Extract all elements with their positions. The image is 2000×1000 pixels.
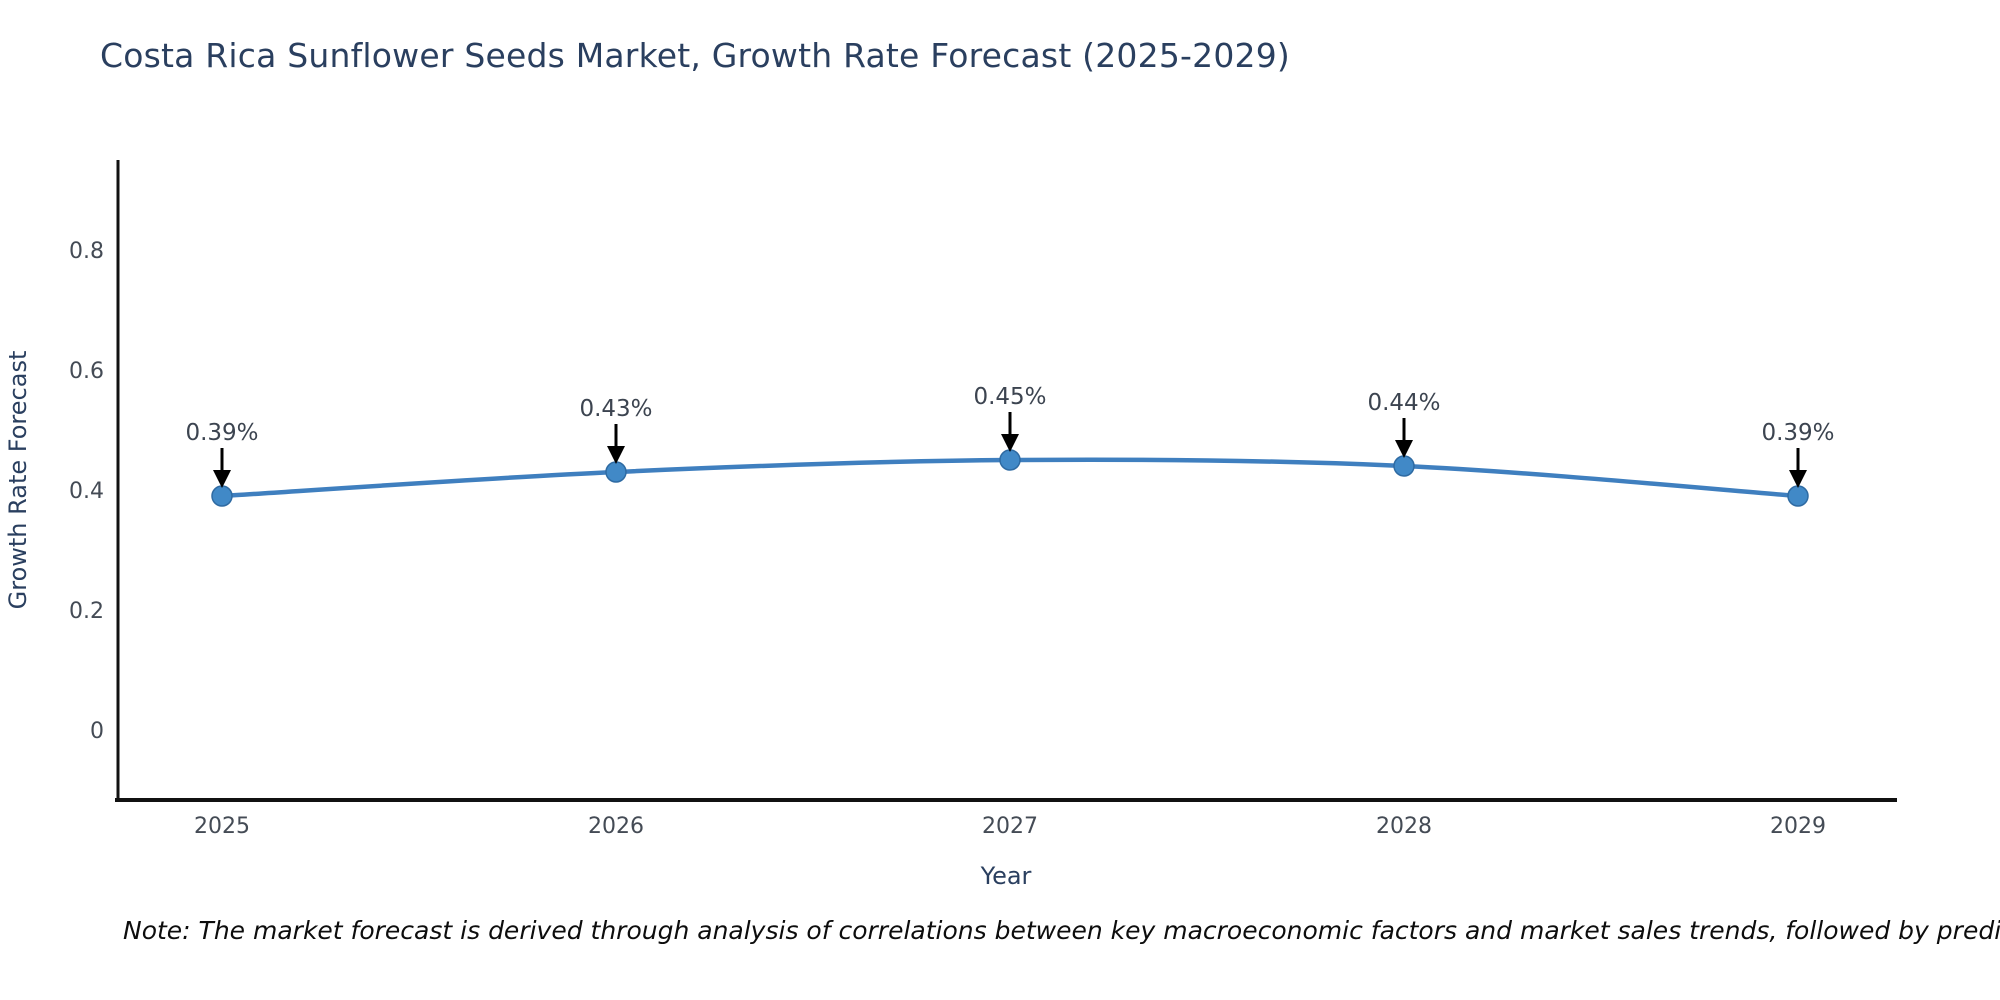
- data-point-2025[interactable]: [211, 485, 233, 507]
- data-point-2027[interactable]: [999, 449, 1021, 471]
- x-tick-label: 2027: [982, 814, 1038, 839]
- x-tick-label: 2029: [1770, 814, 1826, 839]
- y-tick-label: 0.8: [69, 239, 104, 264]
- annotation-label: 0.44%: [1367, 390, 1440, 416]
- footnote: Note: The market forecast is derived thr…: [123, 916, 2000, 945]
- annotation-arrowhead: [1395, 440, 1413, 458]
- data-point-2026[interactable]: [605, 461, 627, 483]
- chart-title: Costa Rica Sunflower Seeds Market, Growt…: [100, 36, 1290, 75]
- annotation-label: 0.45%: [973, 384, 1046, 410]
- y-axis-title: Growth Rate Forecast: [4, 351, 32, 610]
- annotation-label: 0.39%: [1761, 420, 1834, 446]
- y-tick-label: 0: [90, 719, 104, 744]
- y-tick-label: 0.4: [69, 479, 104, 504]
- y-tick-label: 0.2: [69, 599, 104, 624]
- annotation-arrowhead: [1789, 470, 1807, 488]
- x-tick-label: 2025: [194, 814, 250, 839]
- annotation-arrowhead: [1001, 434, 1019, 452]
- annotation-label: 0.39%: [185, 420, 258, 446]
- data-point-2029[interactable]: [1787, 485, 1809, 507]
- x-tick-label: 2026: [588, 814, 644, 839]
- data-point-2028[interactable]: [1393, 455, 1415, 477]
- y-tick-label: 0.6: [69, 359, 104, 384]
- annotation-arrowhead: [607, 446, 625, 464]
- annotation-arrowhead: [213, 470, 231, 488]
- annotation-label: 0.43%: [579, 396, 652, 422]
- x-axis-title: Year: [980, 862, 1032, 890]
- x-tick-label: 2028: [1376, 814, 1432, 839]
